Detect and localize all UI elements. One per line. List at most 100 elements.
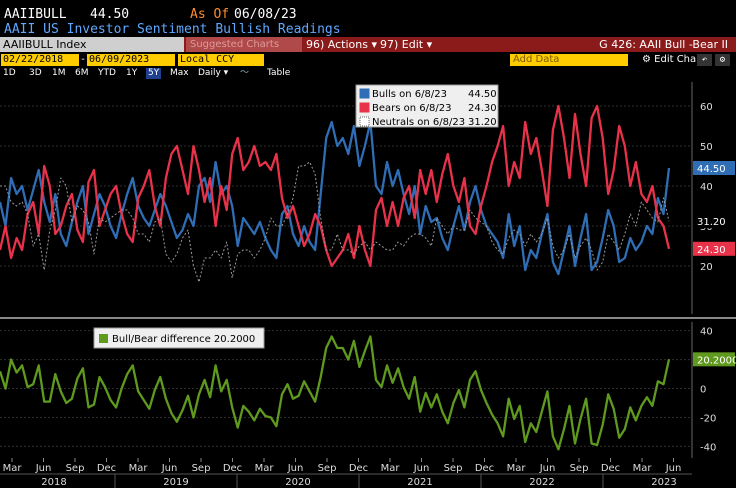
x-month-label: Jun — [539, 463, 556, 474]
start-date-input[interactable]: 02/22/2018 — [1, 54, 79, 66]
x-month-label: Dec — [97, 463, 116, 474]
date-range-bar: 02/22/2018 - 06/09/2023 Local CCY Add Da… — [0, 54, 736, 67]
period-1y[interactable]: 1Y — [126, 68, 138, 78]
x-month-label: Jun — [287, 463, 304, 474]
upper-y-tick-label: 20 — [700, 262, 713, 273]
security-header: AAIIBULL 44.50 As Of 06/08/23 AAII US In… — [0, 0, 736, 37]
period-1m[interactable]: 1M — [52, 68, 66, 78]
series-line-bulls — [0, 120, 671, 276]
x-year-label: 2019 — [163, 477, 188, 488]
security-description: AAII US Investor Sentiment Bullish Readi… — [4, 22, 341, 37]
x-month-label: Jun — [413, 463, 430, 474]
x-month-label: Sep — [570, 463, 589, 474]
upper-panel-series — [0, 104, 671, 283]
add-data-input[interactable]: Add Data — [510, 54, 628, 66]
x-month-label: Mar — [381, 463, 401, 474]
legend-label: Neutrals on 6/8/23 — [372, 117, 465, 128]
x-year-label: 2021 — [407, 477, 432, 488]
lower-legend: Bull/Bear difference 20.2000 — [93, 327, 265, 349]
x-month-label: Sep — [444, 463, 463, 474]
x-month-label: Mar — [633, 463, 653, 474]
legend-box — [355, 84, 499, 128]
frequency-select[interactable]: Daily ▾ — [198, 68, 229, 78]
ticker-symbol: AAIIBULL — [4, 7, 67, 22]
x-year-label: 2020 — [285, 477, 310, 488]
legend-swatch — [99, 334, 108, 343]
legend-value: 24.30 — [468, 103, 497, 114]
x-month-label: Mar — [507, 463, 527, 474]
period-1d[interactable]: 1D — [3, 68, 16, 78]
legend-box — [93, 327, 265, 349]
last-value-label: 24.30 — [697, 245, 726, 256]
x-axis: Mar Jun Sep Dec Mar Jun Sep Dec Mar Jun Sep Dec Mar J… — [0, 458, 692, 488]
actions-menu[interactable]: 96) Actions ▾ — [306, 38, 377, 51]
legend-value: 31.20 — [468, 117, 497, 128]
last-value-label: 44.50 — [697, 164, 726, 175]
edit-menu[interactable]: 97) Edit ▾ — [380, 38, 433, 51]
upper-y-tick-label: 60 — [700, 102, 713, 113]
series-line-bull-bear-difference — [0, 335, 671, 451]
x-month-label: Dec — [223, 463, 242, 474]
lower-y-tick-label: -20 — [700, 413, 716, 424]
lower-panel-series — [0, 335, 671, 451]
x-year-label: 2018 — [41, 477, 66, 488]
legend-swatch — [359, 116, 370, 127]
upper-y-tick-label: 50 — [700, 142, 713, 153]
last-value-label: 20.2000 — [697, 355, 736, 366]
as-of-label: As Of — [190, 7, 230, 22]
x-month-label: Dec — [475, 463, 494, 474]
x-month-label: Dec — [349, 463, 368, 474]
legend-label: Bulls on 6/8/23 — [372, 89, 447, 100]
last-value-tag — [693, 352, 735, 367]
undo-icon[interactable]: ↶ — [697, 54, 712, 66]
x-month-label: Jun — [665, 463, 682, 474]
legend-label: Bears on 6/8/23 — [372, 103, 451, 114]
suggested-charts-button[interactable]: Suggested Charts — [186, 37, 302, 52]
x-month-label: Sep — [192, 463, 211, 474]
lower-y-tick-label: -40 — [700, 442, 716, 453]
x-month-label: Mar — [255, 463, 275, 474]
edit-chart-button[interactable]: ⚙ Edit Chart — [642, 54, 705, 65]
x-month-label: Dec — [601, 463, 620, 474]
legend-label: Bull/Bear difference 20.2000 — [112, 334, 255, 345]
period-ytd[interactable]: YTD — [98, 68, 116, 78]
x-year-label: 2023 — [651, 477, 676, 488]
currency-select[interactable]: Local CCY — [178, 54, 264, 66]
period-6m[interactable]: 6M — [75, 68, 89, 78]
legend-swatch — [359, 88, 370, 99]
upper-y-tick-label: 40 — [700, 182, 713, 193]
table-button[interactable]: Table — [267, 68, 291, 78]
period-max[interactable]: Max — [170, 68, 189, 78]
series-line-bears — [0, 104, 671, 268]
x-month-label: Mar — [129, 463, 149, 474]
period-bar: 1D 3D 1M 6M YTD 1Y 5Y Max Daily ▾ 〜 Tabl… — [0, 68, 736, 79]
function-toolbar: AAIIBULL Index Suggested Charts 96) Acti… — [0, 37, 736, 52]
upper-legend: Bulls on 6/8/23 44.50 Bears on 6/8/23 24.30… — [355, 84, 499, 128]
last-value-label: 31.20 — [697, 217, 726, 228]
lower-y-axis: -40-200204020.2000 — [691, 322, 736, 458]
legend-value: 44.50 — [468, 89, 497, 100]
settings-icon[interactable]: ⚙ — [715, 54, 730, 66]
date-separator: - — [80, 54, 87, 65]
x-month-label: Jun — [161, 463, 178, 474]
end-date-input[interactable]: 06/09/2023 — [87, 54, 175, 66]
period-5y[interactable]: 5Y — [146, 68, 162, 79]
x-year-label: 2022 — [529, 477, 554, 488]
security-field[interactable]: AAIIBULL Index — [0, 37, 184, 52]
x-month-label: Sep — [66, 463, 85, 474]
last-value: 44.50 — [90, 7, 130, 22]
line-chart-icon[interactable]: 〜 — [240, 68, 250, 78]
x-month-label: Mar — [3, 463, 23, 474]
last-value-tag — [693, 214, 735, 229]
lower-y-tick-label: 40 — [700, 327, 713, 338]
as-of-date: 06/08/23 — [234, 7, 297, 22]
edit-chart-label: Edit Chart — [654, 54, 705, 65]
legend-swatch — [359, 102, 370, 113]
period-3d[interactable]: 3D — [29, 68, 42, 78]
x-month-label: Jun — [35, 463, 52, 474]
x-month-label: Sep — [318, 463, 337, 474]
lower-panel-grid — [0, 317, 736, 447]
lower-y-tick-label: 0 — [700, 385, 706, 396]
